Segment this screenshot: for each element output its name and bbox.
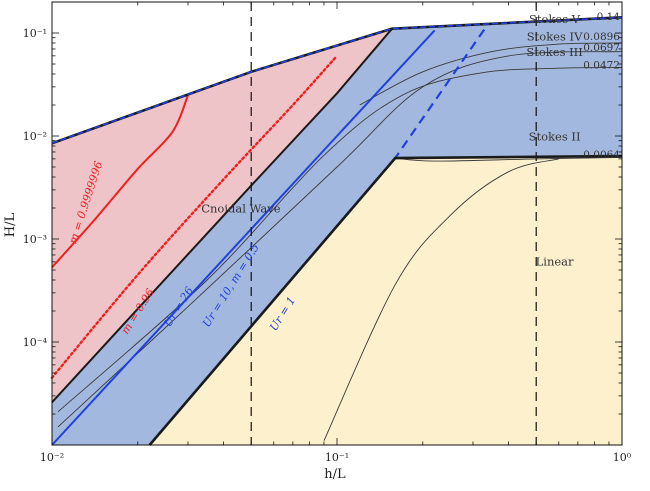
level-value-label: 0.0472 <box>583 60 620 72</box>
linear-boundary-line <box>148 154 623 446</box>
y-tick-label: 10⁻² <box>23 130 47 143</box>
y-tick-label: 10⁻³ <box>23 233 47 246</box>
level-value-label: 0.0697 <box>583 42 620 54</box>
region-label: Linear <box>536 255 574 269</box>
x-tick-label: 10⁰ <box>613 451 632 464</box>
x-tick-label: 10⁻² <box>40 451 64 464</box>
thin-guide-curves <box>57 42 623 441</box>
region-linear <box>149 156 622 445</box>
y-tick-label: 10⁻⁴ <box>23 336 48 349</box>
axis-ticks <box>51 1 623 446</box>
level-value-label: 0.14 <box>597 11 621 23</box>
region-label: Stokes V <box>529 12 581 26</box>
thin-curve-5 <box>323 158 559 441</box>
thin-curve-2 <box>57 67 623 413</box>
thin-curve-4 <box>395 156 623 162</box>
thin-curve-3 <box>359 42 623 106</box>
region-label: Cnoidal Wave <box>201 202 281 216</box>
x-axis-title: h/L <box>324 467 346 482</box>
thin-curve-1 <box>57 51 623 428</box>
series-line-1 <box>51 94 189 269</box>
level-value-label: 0.0064 <box>583 149 620 161</box>
region-boundaries <box>51 16 623 446</box>
upper-boundary-line <box>51 16 623 145</box>
series-line-2 <box>50 54 339 379</box>
x-tick-label: 10⁻¹ <box>325 451 349 464</box>
y-axis-title: H/L <box>3 212 18 237</box>
region-label: Stokes II <box>529 130 581 144</box>
level-value-label: 0.0896 <box>583 31 620 43</box>
region-label: Stokes IV <box>527 29 583 43</box>
region-label: Stokes III <box>526 45 582 59</box>
y-tick-label: 10⁻¹ <box>23 27 47 40</box>
